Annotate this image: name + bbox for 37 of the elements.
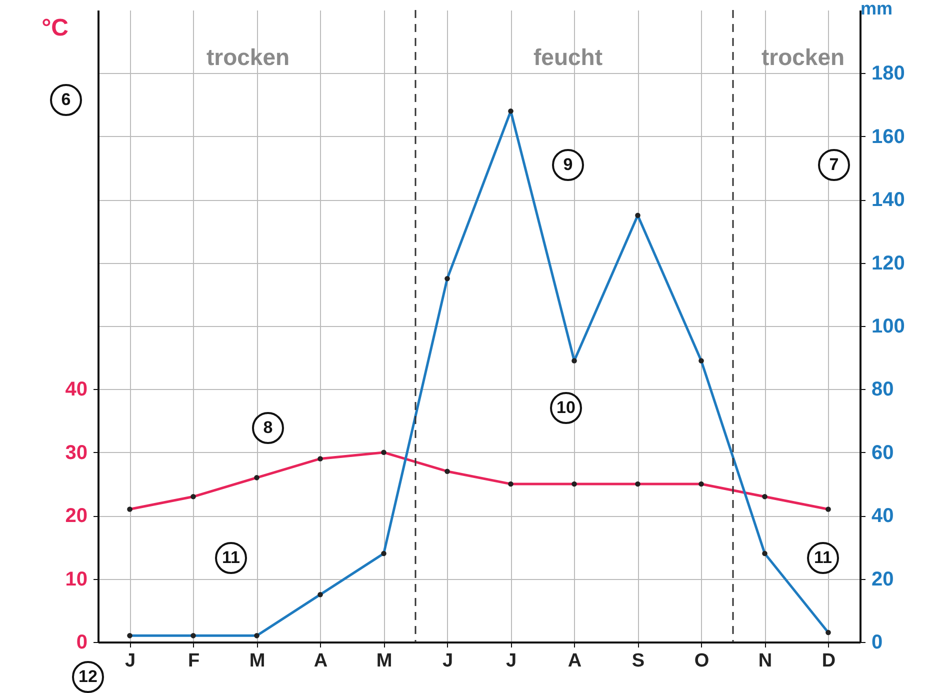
annotation: 8 bbox=[263, 418, 273, 437]
y2-tick-label: 20 bbox=[872, 568, 894, 590]
x-tick-label: A bbox=[314, 650, 328, 672]
text: 6 bbox=[61, 90, 71, 109]
y2-tick-label: 140 bbox=[872, 189, 905, 212]
text: 12 bbox=[78, 667, 98, 686]
y2-tick-label: 80 bbox=[872, 378, 894, 401]
x-tick-label: J bbox=[506, 650, 517, 672]
y-tick-label: 0 bbox=[76, 632, 88, 654]
annotation: 11 bbox=[222, 548, 240, 567]
x-tick-label: J bbox=[442, 650, 454, 672]
y2-tick-label: 120 bbox=[872, 252, 905, 274]
y-tick-label: 20 bbox=[65, 505, 88, 528]
y2-tick-label: 180 bbox=[872, 62, 905, 85]
x-tick-label: M bbox=[249, 650, 266, 672]
y-tick-label: 30 bbox=[65, 442, 88, 464]
y2-axis-title: mm bbox=[860, 0, 892, 18]
x-tick-label: S bbox=[632, 650, 645, 672]
annotation: 10 bbox=[556, 398, 576, 417]
annotation: 7 bbox=[829, 155, 839, 174]
y-tick-label: 10 bbox=[65, 568, 88, 590]
y2-tick-label: 160 bbox=[872, 126, 905, 148]
x-tick-label: M bbox=[376, 650, 392, 672]
y2-tick-label: 0 bbox=[872, 632, 883, 654]
x-tick-label: F bbox=[188, 650, 200, 672]
annotation: 9 bbox=[563, 155, 573, 174]
x-tick-label: N bbox=[758, 650, 772, 672]
y2-tick-label: 40 bbox=[872, 505, 894, 528]
y2-tick-label: 100 bbox=[872, 316, 905, 338]
y-axis-title: °C bbox=[42, 14, 68, 42]
x-tick-label: O bbox=[694, 650, 710, 672]
annotation: 11 bbox=[814, 548, 832, 567]
y-tick-label: 40 bbox=[65, 378, 88, 401]
x-tick-label: D bbox=[822, 650, 836, 672]
x-tick-label: A bbox=[568, 650, 582, 672]
y2-tick-label: 60 bbox=[872, 442, 894, 464]
x-tick-label: J bbox=[124, 650, 136, 672]
